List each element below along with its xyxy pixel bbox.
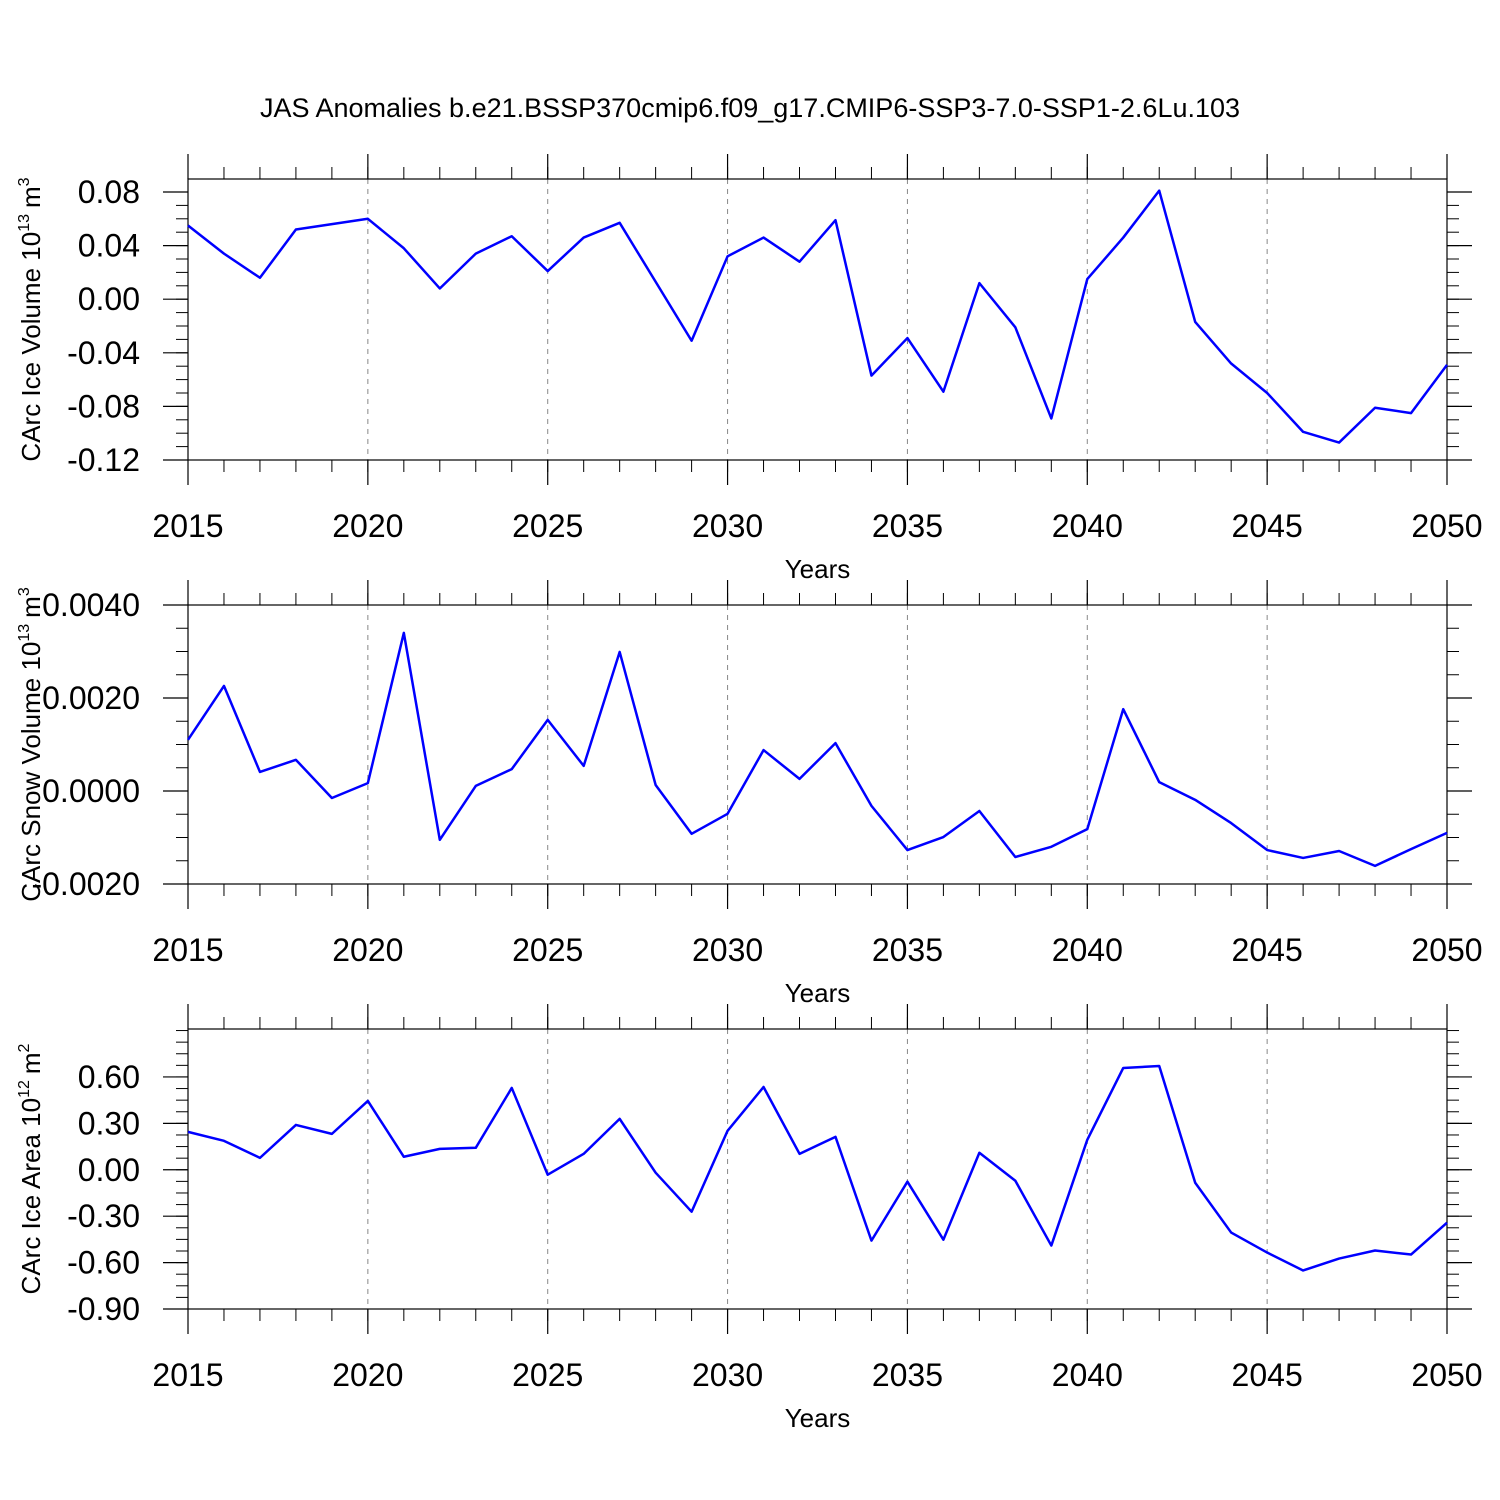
x-tick-label: 2050 [1411,1357,1482,1393]
y-tick-label: 0.08 [78,174,140,210]
x-axis-label: Years [785,978,851,1008]
plot-frame [187,1028,1448,1310]
y-axis-label-unit: m [16,1052,46,1074]
y-tick-label: 0.0020 [42,680,140,716]
y-axis-label-unit: m [16,596,46,618]
x-tick-label: 2045 [1232,932,1303,968]
y-tick-label: 0.04 [78,228,140,264]
y-axis-label-exponent: 12 [16,1080,33,1098]
x-tick-label: 2050 [1411,932,1482,968]
plot-frame [187,178,1448,461]
y-axis-label-unit-exponent: 3 [16,587,33,596]
x-tick-label: 2030 [692,932,763,968]
x-tick-label: 2035 [872,508,943,544]
data-line [187,189,1449,444]
x-tick-label: 2050 [1411,508,1482,544]
x-tick-label: 2015 [152,1357,223,1393]
y-tick-label: -0.12 [67,442,140,478]
y-tick-label: -0.30 [67,1198,140,1234]
x-axis-label: Years [785,554,851,584]
y-tick-label: 0.30 [78,1105,140,1141]
x-tick-label: 2030 [692,508,763,544]
y-tick-label: 0.60 [78,1059,140,1095]
y-tick-label: -0.04 [67,335,140,371]
y-axis-label-exponent: 13 [16,624,33,642]
y-tick-label: -0.0020 [31,866,140,902]
chart-title: JAS Anomalies b.e21.BSSP370cmip6.f09_g17… [260,93,1240,123]
y-tick-label: -0.60 [67,1245,140,1281]
y-axis-label-exponent: 13 [16,214,33,232]
y-tick-label: 0.00 [78,281,140,317]
x-tick-label: 2025 [512,1357,583,1393]
x-tick-label: 2045 [1232,508,1303,544]
x-tick-label: 2025 [512,932,583,968]
x-tick-label: 2040 [1052,1357,1123,1393]
x-tick-label: 2045 [1232,1357,1303,1393]
y-tick-label: -0.08 [67,388,140,424]
y-axis-label-unit-exponent: 3 [16,177,33,186]
y-tick-label: -0.90 [67,1291,140,1327]
y-axis-label-text: CArc Snow Volume 10 [16,642,46,902]
x-tick-label: 2020 [332,1357,403,1393]
x-axis-label: Years [785,1403,851,1433]
x-tick-label: 2015 [152,508,223,544]
y-axis-label-unit: m [16,186,46,208]
x-tick-label: 2035 [872,932,943,968]
y-tick-label: 0.00 [78,1152,140,1188]
x-tick-label: 2025 [512,508,583,544]
y-axis-label: CArc Ice Area 1012 m2 [16,1043,46,1294]
y-axis-label-text: CArc Ice Area 10 [16,1098,46,1295]
x-tick-label: 2020 [332,508,403,544]
x-tick-label: 2015 [152,932,223,968]
y-axis-label: CArc Ice Volume 1013 m3 [16,177,46,461]
x-tick-label: 2030 [692,1357,763,1393]
y-axis-label-text: CArc Ice Volume 10 [16,232,46,462]
x-tick-label: 2020 [332,932,403,968]
x-tick-label: 2035 [872,1357,943,1393]
x-tick-label: 2040 [1052,932,1123,968]
y-tick-label: 0.0040 [42,587,140,623]
data-line [187,1064,1448,1272]
y-tick-label: 0.0000 [42,773,140,809]
data-line [186,631,1448,868]
plot-frame [187,604,1448,885]
y-axis-label: CArc Snow Volume 1013 m3 [16,587,46,902]
x-tick-label: 2040 [1052,508,1123,544]
y-axis-label-unit-exponent: 2 [16,1043,33,1052]
